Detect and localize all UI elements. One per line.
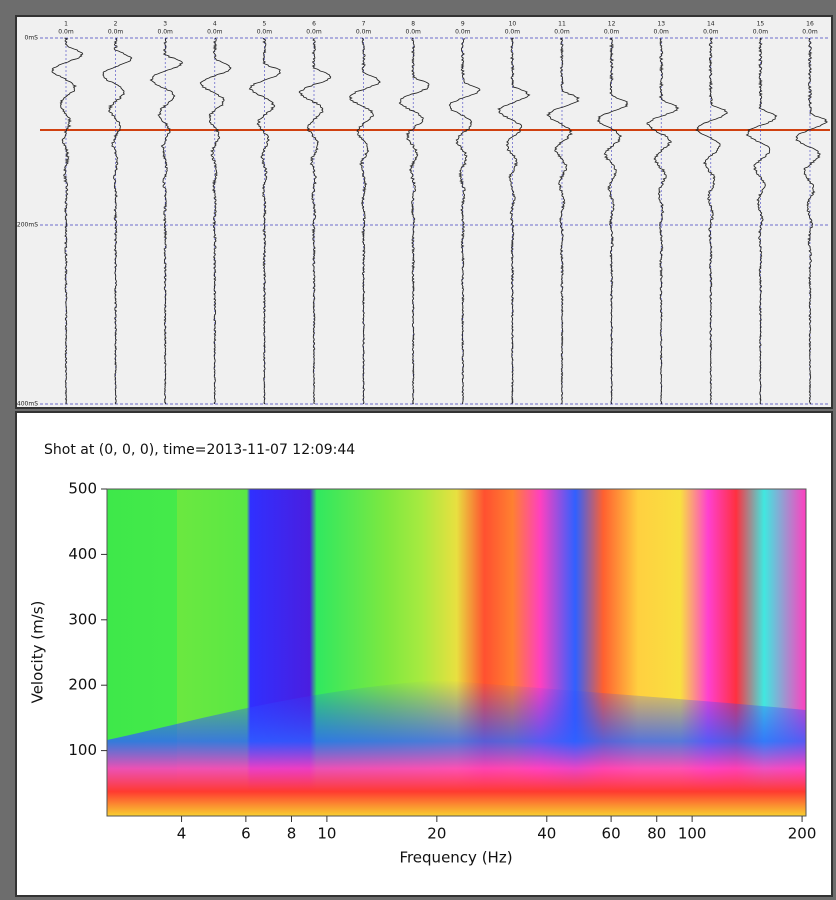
x-tick-label: 40 <box>537 825 556 843</box>
y-tick-label: 500 <box>68 480 97 498</box>
trace-offset: 0.0m <box>108 29 124 36</box>
trace-number: 3 <box>163 21 167 28</box>
x-tick-label: 20 <box>427 825 446 843</box>
trace-offset: 0.0m <box>802 29 818 36</box>
x-axis-label: Frequency (Hz) <box>399 849 512 867</box>
trace-offset: 0.0m <box>356 29 372 36</box>
trace-offset: 0.0m <box>604 29 620 36</box>
x-tick-label: 60 <box>602 825 621 843</box>
plot-frame <box>106 488 807 817</box>
trace-offset: 0.0m <box>406 29 422 36</box>
trace-number: 16 <box>806 21 814 28</box>
x-tick-label: 4 <box>177 825 187 843</box>
trace-number: 1 <box>64 21 68 28</box>
trace-wiggle <box>646 37 680 405</box>
trace-offset: 0.0m <box>158 29 174 36</box>
trace-number: 10 <box>509 21 517 28</box>
y-tick-label: 300 <box>68 610 97 628</box>
trace-wiggle <box>348 37 381 405</box>
y-tick-label: 400 <box>68 545 97 563</box>
time-label: 200mS <box>17 222 38 229</box>
time-label: 0mS <box>25 35 39 42</box>
trace-offset: 0.0m <box>455 29 471 36</box>
trace-offset: 0.0m <box>554 29 570 36</box>
trace-number: 11 <box>558 21 566 28</box>
trace-wiggle <box>199 37 232 405</box>
x-tick-label: 80 <box>647 825 666 843</box>
dispersion-image-lower <box>107 680 806 816</box>
trace-offset: 0.0m <box>257 29 273 36</box>
trace-wiggle <box>596 37 629 405</box>
trace-number: 13 <box>657 21 665 28</box>
y-tick-label: 200 <box>68 676 97 694</box>
y-tick-label: 100 <box>68 741 97 759</box>
x-tick-label: 100 <box>678 825 707 843</box>
chart-title: Shot at (0, 0, 0), time=2013-11-07 12:09… <box>44 442 355 458</box>
trace-number: 9 <box>461 21 465 28</box>
trace-wiggle <box>149 37 184 405</box>
x-tick-label: 6 <box>241 825 251 843</box>
x-tick-label: 10 <box>317 825 336 843</box>
trace-wiggle <box>248 37 281 405</box>
trace-offset: 0.0m <box>654 29 670 36</box>
trace-wiggle <box>102 37 133 405</box>
trace-number: 4 <box>213 21 217 28</box>
trace-offset: 0.0m <box>306 29 322 36</box>
trace-number: 5 <box>262 21 266 28</box>
trace-wiggle <box>497 37 531 404</box>
trace-wiggle <box>448 37 481 404</box>
trace-number: 15 <box>757 21 765 28</box>
trace-wiggle <box>695 37 728 405</box>
trace-offset: 0.0m <box>703 29 719 36</box>
trace-wiggle <box>51 37 84 405</box>
trace-wiggle <box>745 37 778 405</box>
trace-offset: 0.0m <box>505 29 521 36</box>
trace-wiggle <box>795 37 829 405</box>
time-label: 400mS <box>17 401 38 408</box>
trace-wiggle <box>398 37 430 405</box>
trace-number: 6 <box>312 21 316 28</box>
trace-number: 8 <box>411 21 415 28</box>
trace-number: 2 <box>114 21 118 28</box>
y-axis-label: Velocity (m/s) <box>29 601 47 704</box>
trace-offset: 0.0m <box>207 29 223 36</box>
x-tick-label: 200 <box>788 825 817 843</box>
trace-offset: 0.0m <box>753 29 769 36</box>
trace-number: 14 <box>707 21 715 28</box>
trace-panel <box>15 15 833 409</box>
trace-offset: 0.0m <box>58 29 74 36</box>
x-tick-label: 8 <box>287 825 297 843</box>
trace-number: 7 <box>362 21 366 28</box>
trace-number: 12 <box>608 21 616 28</box>
trace-wiggle <box>546 37 580 405</box>
trace-wiggle <box>298 37 332 405</box>
